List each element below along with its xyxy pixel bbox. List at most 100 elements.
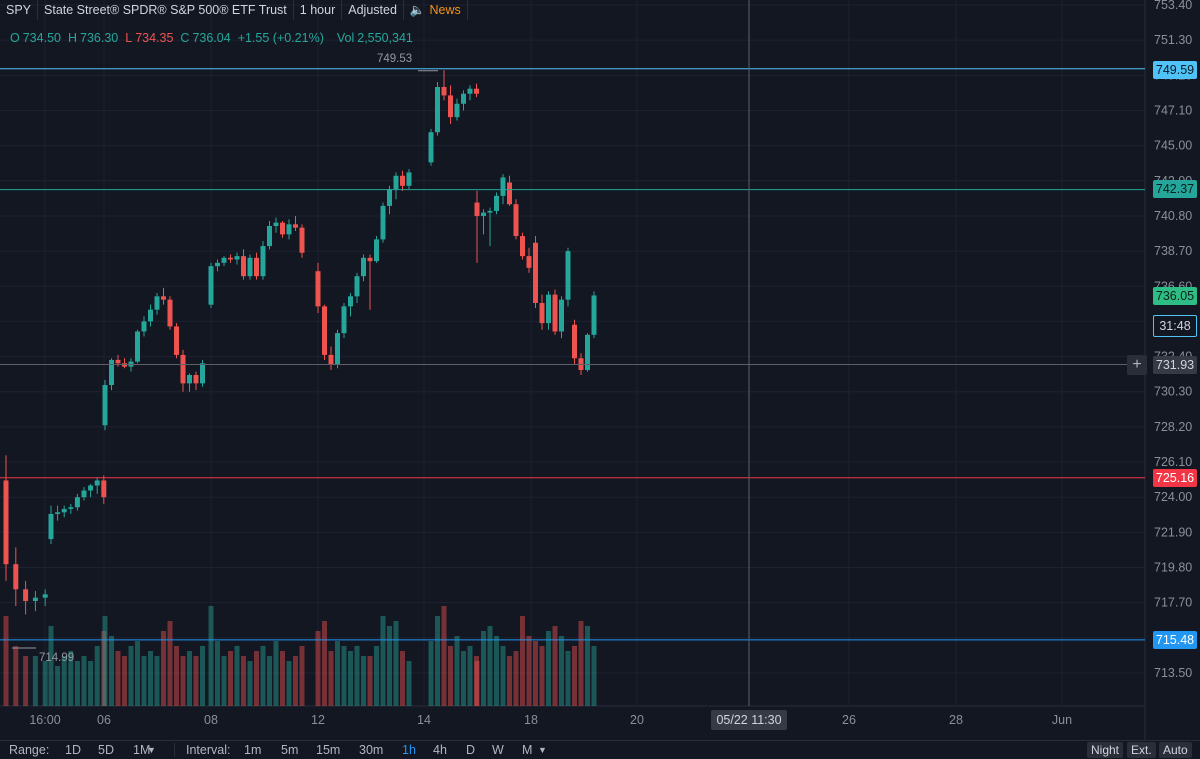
range-1m[interactable]: 1M: [133, 743, 151, 757]
range-5d[interactable]: 5D: [98, 743, 114, 757]
volume-bar: [328, 651, 334, 706]
candle-body: [61, 508, 67, 513]
volume-bar: [406, 661, 412, 706]
candle-body: [565, 251, 571, 300]
candle-body: [154, 296, 160, 310]
time-tick-label: 26: [842, 713, 856, 727]
candle-body: [393, 175, 399, 190]
adjusted-toggle[interactable]: Adjusted: [342, 0, 404, 20]
price-tick-label: 751.30: [1154, 33, 1192, 47]
interval-5m[interactable]: 5m: [281, 743, 299, 757]
low-annotation: 714.99: [39, 652, 75, 664]
candle-body: [374, 239, 379, 262]
bar-countdown: 31:48: [1153, 315, 1197, 337]
interval-m[interactable]: M: [522, 743, 533, 757]
volume-bar: [254, 651, 259, 706]
price-tick-label: 726.10: [1154, 455, 1192, 469]
candle-body: [348, 296, 353, 307]
candle-body: [180, 354, 186, 384]
volume-bar: [193, 656, 199, 706]
volume-bar: [539, 646, 545, 706]
volume-bar: [122, 656, 127, 706]
interval-1h[interactable]: 1h: [402, 743, 416, 757]
price-tick-label: 747.10: [1154, 103, 1192, 117]
candle-body: [474, 88, 479, 94]
auto-button[interactable]: Auto: [1159, 742, 1192, 758]
volume-bar: [348, 651, 353, 706]
chevron-down-icon[interactable]: ▼: [147, 745, 156, 755]
volume-bar: [241, 656, 246, 706]
candle-body: [161, 296, 166, 300]
candle-body: [328, 354, 334, 365]
price-axis-ticks: 753.40751.30749.20747.10745.00742.90740.…: [1154, 0, 1192, 680]
price-chart[interactable]: 753.40751.30749.20747.10745.00742.90740.…: [0, 0, 1200, 740]
add-plus-icon[interactable]: +: [1127, 355, 1147, 375]
candle-body: [428, 132, 434, 163]
night-button[interactable]: Night: [1087, 742, 1124, 758]
candle-body: [400, 175, 405, 186]
volume-bar: [552, 626, 558, 706]
candle-body: [141, 321, 147, 332]
bottom-toolbar: Range: 1D 5D 1M ▼ Interval: 1m 5m 15m 30…: [0, 740, 1200, 759]
candle-body: [286, 224, 292, 235]
ext-button[interactable]: Ext.: [1127, 742, 1156, 758]
candle-body: [293, 224, 298, 228]
news-button[interactable]: 🔈 News: [404, 0, 468, 20]
volume-bar: [180, 656, 186, 706]
change-value: +1.55 (+0.21%): [237, 31, 324, 45]
candle-body: [474, 202, 480, 216]
volume-bar: [115, 651, 121, 706]
volume-bar: [441, 606, 447, 706]
candle-body: [135, 331, 140, 362]
time-tick-label: 12: [311, 713, 325, 727]
close-label: C: [180, 31, 190, 45]
candle-body: [109, 359, 114, 386]
interval-15m[interactable]: 15m: [316, 743, 341, 757]
price-tick-label: 721.90: [1154, 525, 1192, 539]
volume-bar: [293, 656, 298, 706]
symbol-label[interactable]: SPY: [0, 0, 39, 20]
high-value: 736.30: [80, 31, 119, 45]
price-tag-725-16[interactable]: 725.16: [1153, 469, 1197, 487]
volume-bar: [187, 651, 192, 706]
candle-body: [591, 295, 597, 335]
interval-4h[interactable]: 4h: [433, 743, 447, 757]
chart-grid: [0, 0, 1146, 740]
volume-bar: [367, 656, 373, 706]
interval-30m[interactable]: 30m: [359, 743, 384, 757]
price-tick-label: 730.30: [1154, 385, 1192, 399]
volume-bar: [267, 656, 272, 706]
interval-button[interactable]: 1 hour: [294, 0, 343, 20]
price-tick-label: 717.70: [1154, 596, 1192, 610]
range-label: Range:: [9, 743, 50, 757]
volume-bar: [487, 626, 493, 706]
candle-body: [55, 512, 61, 514]
candle-body: [273, 222, 279, 226]
volume-bar: [55, 666, 61, 706]
interval-1m[interactable]: 1m: [244, 743, 262, 757]
chevron-down-icon[interactable]: ▼: [538, 745, 547, 755]
candle-body: [487, 210, 493, 213]
price-tag-749-59[interactable]: 749.59: [1153, 61, 1197, 79]
volume-bar: [68, 651, 74, 706]
candle-body: [101, 480, 107, 498]
volume-bar: [273, 641, 279, 706]
range-1d[interactable]: 1D: [65, 743, 81, 757]
time-tick-label: 18: [524, 713, 538, 727]
candle-body: [208, 266, 214, 305]
candle-body: [572, 324, 577, 359]
candle-body: [48, 513, 54, 540]
candle-body: [88, 485, 94, 491]
volume-bars: [3, 606, 597, 706]
candle-body: [367, 257, 373, 262]
candle-body: [585, 334, 590, 370]
volume-bar: [428, 641, 434, 706]
open-value: 734.50: [22, 31, 61, 45]
interval-d[interactable]: D: [466, 743, 476, 757]
volume-bar: [546, 631, 551, 706]
interval-w[interactable]: W: [492, 743, 504, 757]
price-tag-742-37[interactable]: 742.37: [1153, 180, 1197, 198]
candle-body: [234, 256, 240, 260]
price-tag-715-48[interactable]: 715.48: [1153, 631, 1197, 649]
volume-bar: [520, 616, 525, 706]
